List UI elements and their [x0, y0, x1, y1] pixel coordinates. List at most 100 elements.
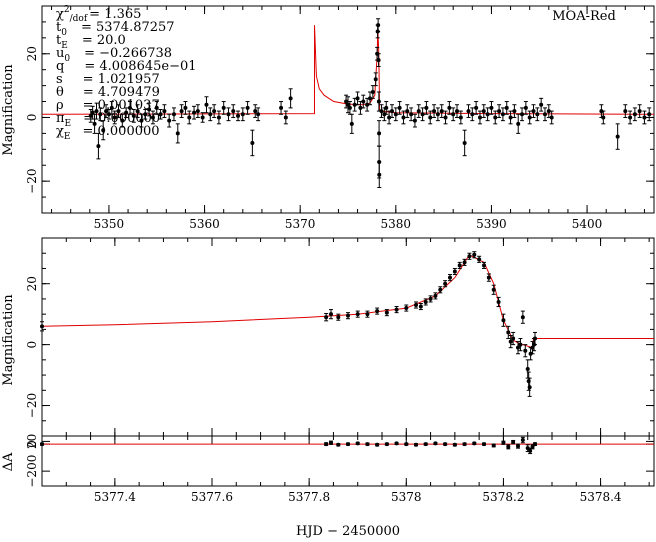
- y-tick-label: −20: [25, 393, 39, 418]
- data-point: [389, 109, 394, 114]
- data-point: [462, 260, 467, 265]
- data-point: [477, 115, 482, 120]
- data-point: [92, 121, 97, 126]
- param-theta: θ = 4.709479: [56, 85, 160, 100]
- y-tick-label: 0: [25, 341, 39, 349]
- panel-1-points: [88, 18, 652, 189]
- data-point: [533, 336, 537, 341]
- data-point: [355, 441, 360, 446]
- data-point: [531, 109, 536, 114]
- data-point: [98, 112, 103, 117]
- data-point: [418, 304, 423, 309]
- data-point: [482, 442, 486, 447]
- x-tick-label: 5400: [572, 217, 603, 231]
- y-tick-label: 20: [25, 276, 39, 291]
- data-point: [520, 315, 525, 320]
- data-point: [452, 442, 457, 447]
- data-point: [158, 112, 163, 117]
- data-point: [192, 110, 197, 115]
- data-point: [344, 99, 349, 104]
- data-point: [511, 440, 516, 445]
- x-tick-label: 5370: [285, 217, 316, 231]
- panel-1-ylabel: Magnification: [1, 64, 16, 156]
- data-point: [404, 442, 409, 447]
- data-point: [106, 112, 111, 117]
- data-point: [523, 105, 528, 110]
- data-point: [486, 275, 491, 280]
- data-point: [147, 107, 152, 112]
- data-point: [394, 307, 399, 312]
- data-point: [346, 442, 350, 447]
- data-point: [528, 448, 533, 453]
- data-point: [397, 105, 402, 110]
- data-point: [143, 112, 148, 117]
- data-point: [40, 324, 44, 329]
- data-point: [171, 112, 176, 117]
- data-point: [416, 109, 421, 114]
- data-point: [506, 444, 511, 449]
- data-point: [349, 121, 354, 126]
- data-point: [500, 112, 505, 117]
- data-point: [336, 315, 341, 320]
- data-point: [520, 438, 525, 443]
- panel-1-ticks: −20 0 20 5350 5360 5370 5380 5390 5400: [25, 5, 654, 231]
- data-point: [472, 252, 477, 257]
- x-axis-label: HJD − 2450000: [296, 524, 400, 539]
- data-point: [457, 263, 462, 268]
- data-point: [154, 105, 159, 110]
- x-tick-label: 5380: [381, 217, 412, 231]
- data-point: [412, 118, 417, 123]
- param-rho: ρ = 0.001037: [56, 98, 160, 113]
- data-point: [253, 109, 258, 114]
- data-point: [628, 115, 633, 120]
- data-point: [523, 348, 528, 353]
- panel-3-ylabel: ΔA: [1, 452, 16, 471]
- data-point: [361, 99, 366, 104]
- data-point: [451, 112, 456, 117]
- data-point: [90, 110, 95, 115]
- x-tick-label: 5377.4: [94, 490, 136, 504]
- data-point: [245, 105, 250, 110]
- data-point: [497, 109, 502, 114]
- data-point: [394, 441, 399, 446]
- data-point: [162, 109, 167, 114]
- data-point: [204, 102, 209, 107]
- data-point: [347, 105, 352, 110]
- data-point: [428, 296, 433, 301]
- param-u0: u0 = −0.266738: [56, 46, 172, 64]
- data-point: [496, 299, 501, 304]
- data-point: [623, 109, 628, 114]
- data-point: [216, 115, 221, 120]
- data-point: [423, 442, 428, 447]
- data-point: [183, 105, 188, 110]
- y-tick-label: −20: [25, 168, 39, 193]
- data-point: [104, 109, 109, 114]
- data-point: [525, 446, 530, 451]
- data-point: [167, 118, 172, 123]
- data-point: [120, 118, 125, 123]
- data-point: [250, 140, 255, 145]
- panel-3-frame: [41, 435, 655, 487]
- data-point: [329, 312, 333, 317]
- x-tick-label: 5378.2: [482, 490, 524, 504]
- data-point: [474, 105, 479, 110]
- data-point: [511, 336, 516, 341]
- data-point: [365, 442, 370, 447]
- data-point: [455, 109, 460, 114]
- data-point: [279, 105, 284, 110]
- data-point: [520, 112, 525, 117]
- data-point: [443, 281, 448, 286]
- y-tick-label: 20: [25, 46, 39, 61]
- panel-residuals: −200 020 5377.4 5377.6 5377.8 5378 5378.2 5378.…: [1, 434, 655, 539]
- data-point: [504, 105, 509, 110]
- data-point: [365, 102, 370, 107]
- data-point: [370, 89, 375, 94]
- data-point: [346, 102, 350, 107]
- data-point: [329, 440, 333, 445]
- data-point: [195, 109, 200, 114]
- data-point: [470, 112, 475, 117]
- data-point: [501, 440, 506, 445]
- data-point: [135, 109, 140, 114]
- data-point: [501, 318, 506, 323]
